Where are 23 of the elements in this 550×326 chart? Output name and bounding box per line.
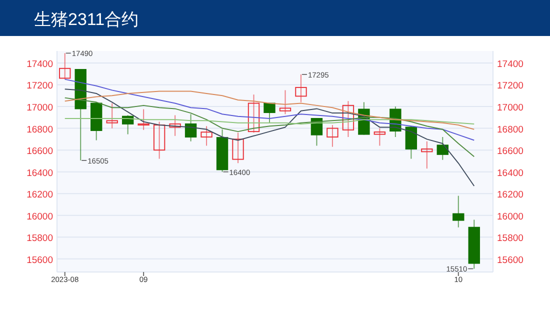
line-series: [64, 88, 475, 186]
y-tick-label: 17200: [26, 80, 53, 92]
y2-tick-label: 16800: [497, 124, 524, 136]
title: 生猪2311合约: [34, 10, 139, 29]
y2-tick-label: 16400: [497, 168, 524, 179]
y-tick-label: 16400: [26, 168, 53, 179]
y2-tick-label: 16600: [497, 146, 524, 158]
y2-tick-label: 16000: [497, 211, 524, 222]
y-tick-label: 17000: [26, 102, 53, 114]
line-series: [64, 97, 475, 158]
y2-tick-label: 17400: [497, 58, 524, 70]
y-tick-label: 17400: [26, 58, 53, 70]
y-tick-label: 16800: [26, 124, 53, 136]
y2-tick-label: 17200: [497, 80, 524, 92]
y-tick-label: 16200: [26, 190, 53, 201]
y-tick-label: 15600: [26, 254, 53, 266]
y2-tick-label: 15600: [497, 254, 524, 266]
y2-tick-label: 15800: [497, 233, 524, 244]
y-tick-label: 16000: [26, 211, 53, 222]
y2-tick-label: 16200: [497, 190, 524, 201]
y2-tick-label: 17000: [497, 102, 524, 114]
y-tick-label: 15800: [26, 233, 53, 244]
y-tick-label: 16600: [26, 146, 53, 158]
